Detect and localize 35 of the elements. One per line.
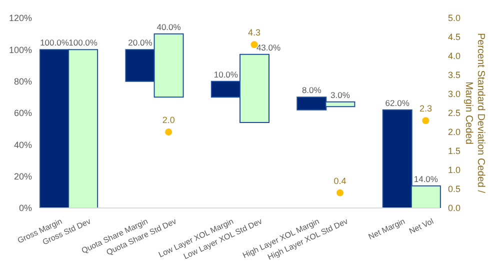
y2-tick-label: 4.0 [448,51,461,62]
y2-tick-label: 5.0 [448,13,461,24]
data-label: 20.0% [128,38,153,48]
y2-tick-label: 3.0 [448,89,461,100]
y-tick-label: 80% [14,76,32,87]
y2-tick-label: 1.0 [448,165,461,176]
y2-axis-title: Percent Standard Deviation Ceded / Margin Ceded [463,32,486,194]
data-label: 43.0% [256,42,281,52]
data-label: 3.0% [330,90,350,100]
data-label: 62.0% [385,98,410,108]
data-label: 40.0% [156,22,182,32]
y2-tick-label: 1.5 [448,146,461,156]
y-tick-label: 60% [14,108,32,118]
y2-tick-label: 4.5 [448,32,461,42]
y2-tick-label: 2.5 [448,108,461,118]
data-label: 100.0% [40,38,70,48]
y-tick-label: 20% [14,172,32,182]
data-label: 2.3 [419,104,432,114]
data-label: 10.0% [214,69,238,80]
data-label: 14.0% [414,174,438,184]
data-label: 2.0 [162,115,175,125]
y2-tick-label: 2.0 [448,127,461,138]
data-label: 4.3 [248,28,261,38]
x-tick-label: Net Vol [408,216,436,236]
data-label: 100.0% [68,38,98,48]
y2-tick-label: 0.5 [448,184,461,194]
x-tick-label: Net Margin [367,216,406,242]
data-label: 8.0% [302,85,322,96]
y-tick-label: 40% [14,140,32,150]
y2-tick-label: 3.5 [448,70,461,80]
y-tick-label: 0% [18,203,32,214]
data-label: 0.4 [334,176,346,186]
y-tick-label: 100% [8,44,32,55]
y-tick-label: 120% [8,13,32,24]
y2-tick-label: 0.0 [448,203,461,214]
